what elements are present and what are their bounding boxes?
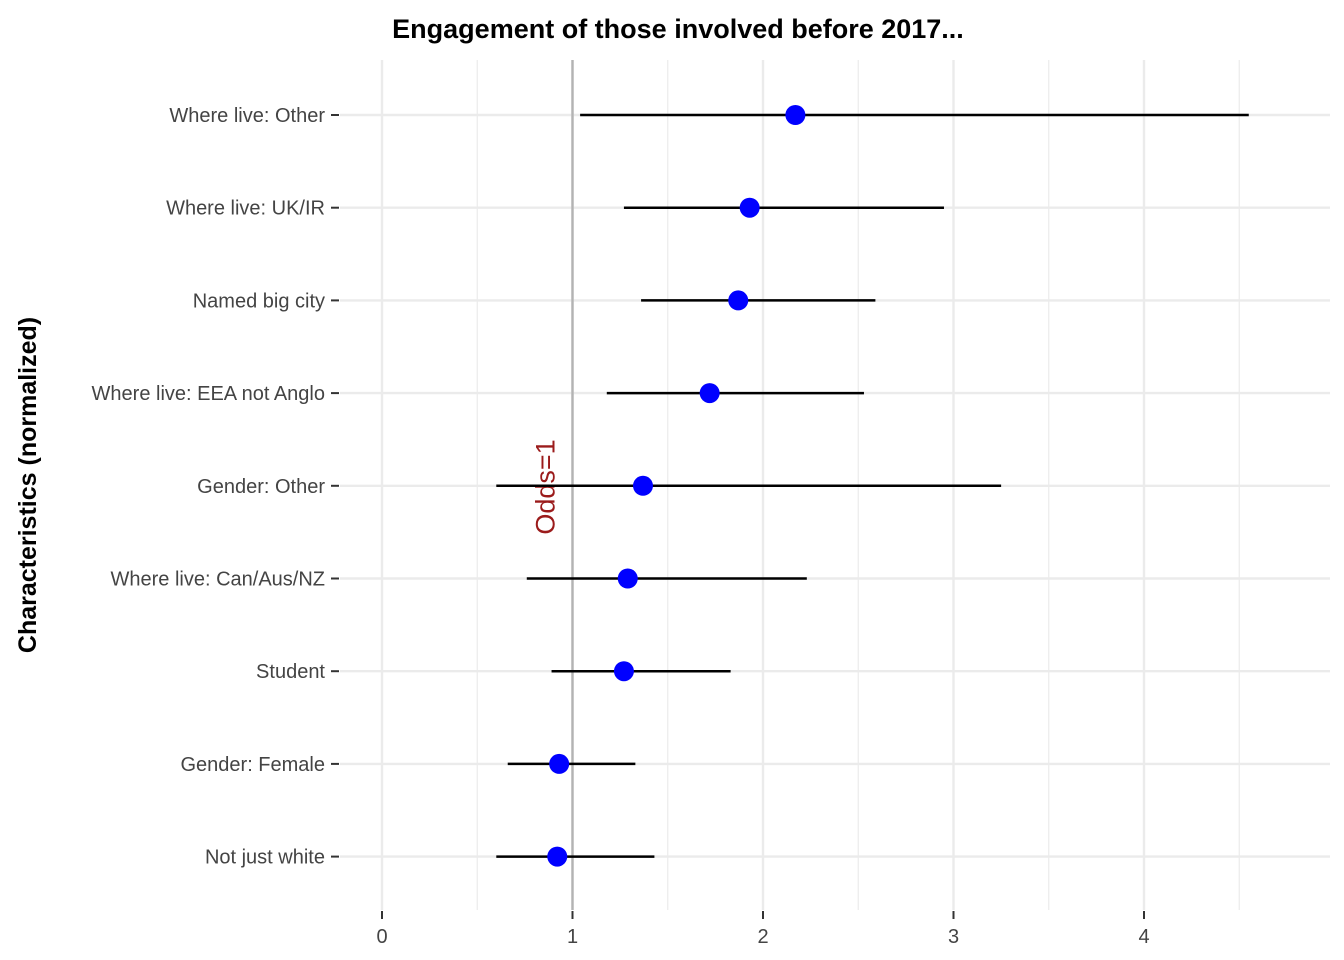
category-label: Where live: Can/Aus/NZ <box>110 569 325 591</box>
points <box>547 105 806 867</box>
data-point <box>632 475 653 496</box>
x-tick-label: 1 <box>567 926 578 948</box>
x-tick-label: 2 <box>757 926 768 948</box>
data-point <box>785 105 806 125</box>
category-label: Gender: Female <box>180 754 325 776</box>
errorbars <box>496 113 1249 858</box>
category-label: Student <box>256 661 325 683</box>
category-label: Gender: Other <box>197 476 325 498</box>
category-label: Named big city <box>193 290 325 312</box>
data-point <box>617 568 638 589</box>
y-axis-title: Characteristics (normalized) <box>14 317 42 653</box>
data-point <box>699 383 720 404</box>
data-point <box>739 197 760 218</box>
data-point <box>728 290 749 311</box>
category-label: Not just white <box>205 847 325 869</box>
x-tick-label: 3 <box>948 926 959 948</box>
chart-title: Engagement of those involved before 2017… <box>392 14 964 44</box>
data-point <box>613 661 634 682</box>
data-point <box>549 753 570 774</box>
data-point <box>547 846 568 867</box>
x-tick-label: 0 <box>376 926 387 948</box>
x-tick-label: 4 <box>1138 926 1149 948</box>
axes: Where live: Other Where live: UK/IR Named … <box>92 105 1150 948</box>
category-label: Where live: EEA not Anglo <box>92 383 325 405</box>
category-label: Where live: UK/IR <box>166 198 325 220</box>
category-label: Where live: Other <box>169 105 325 127</box>
